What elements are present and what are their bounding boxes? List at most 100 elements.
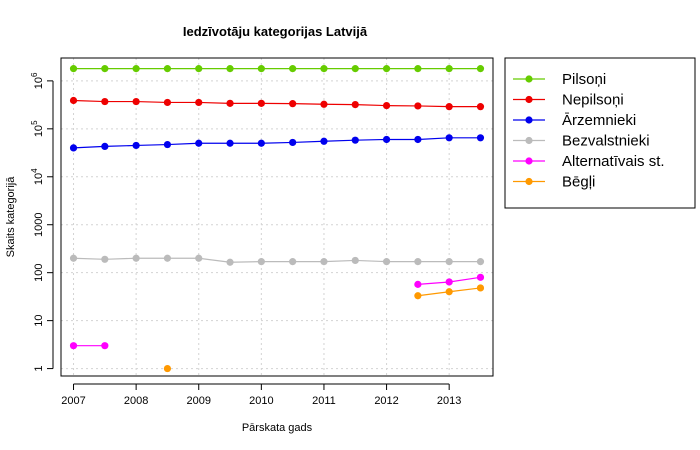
series-0-point-0-0: [69, 65, 78, 73]
legend-label-5: Bēgļi: [562, 174, 595, 191]
series-1-point-0-1: [101, 97, 109, 106]
series-3-line-0: [73, 257, 481, 263]
series-0-point-0-2: [132, 65, 140, 73]
series-5-point-1-0: [414, 292, 422, 300]
legend-marker-5: [525, 177, 533, 186]
series-2-point-0-13: [476, 134, 485, 142]
series-0-point-0-3: [163, 65, 172, 73]
legend: Pilsoņi Nepilsoņi Ārzemnieki Bezvalstnieki A…: [504, 57, 696, 209]
series-0-point-0-1: [101, 65, 109, 73]
plot-frame: [60, 57, 494, 377]
x-tick-label-0: 2007: [61, 395, 85, 407]
series-3-point-0-7: [289, 258, 297, 266]
series-0-point-0-6: [257, 65, 265, 73]
series-layer: [69, 65, 485, 373]
series-0-point-0-12: [445, 65, 453, 73]
series-3-point-0-0: [69, 254, 78, 262]
y-tick-label-5: 105: [30, 120, 45, 137]
y-tick-label-2: 100: [33, 263, 45, 281]
y-axis-label: Skaits kategorijā: [5, 176, 17, 258]
series-0-point-0-11: [414, 65, 422, 73]
series-0: [69, 65, 485, 73]
x-tick-label-4: 2011: [312, 395, 336, 407]
series-3: [69, 254, 485, 266]
series-3-point-0-8: [320, 258, 328, 266]
series-5: [163, 284, 485, 373]
series-1-point-0-13: [476, 103, 485, 111]
legend-marker-1: [525, 95, 533, 104]
y-tick-label-3: 1000: [33, 212, 45, 236]
series-2-point-0-1: [101, 142, 109, 151]
series-4-point-0-0: [69, 342, 78, 350]
series-5-point-1-2: [476, 284, 485, 292]
series-1-point-0-0: [69, 96, 78, 105]
legend-label-0: Pilsoņi: [562, 71, 606, 88]
series-2-point-0-8: [320, 137, 328, 145]
y-tick-label-0: 1: [33, 366, 45, 372]
legend-box: [504, 57, 696, 209]
series-3-point-0-10: [382, 258, 391, 266]
x-axis-label: Pārskata gads: [242, 422, 313, 434]
series-3-point-0-13: [476, 258, 485, 266]
series-2-point-0-5: [226, 139, 234, 147]
x-tick-label-6: 2013: [437, 395, 461, 407]
series-4: [69, 273, 485, 350]
series-3-point-0-2: [132, 254, 140, 262]
series-0-point-0-10: [382, 65, 391, 73]
series-1-point-0-12: [445, 103, 453, 111]
legend-marker-4: [525, 157, 533, 165]
series-3-point-0-6: [257, 258, 265, 266]
x-tick-label-3: 2010: [249, 395, 273, 407]
series-5-point-1-1: [445, 288, 453, 296]
chart-title: Iedzīvotāju kategorijas Latvijā: [183, 24, 368, 39]
y-tick-label-6: 106: [30, 72, 45, 89]
series-2-point-0-10: [382, 135, 391, 144]
series-4-point-1-1: [445, 278, 453, 286]
series-3-point-0-3: [163, 254, 172, 262]
series-4-point-1-0: [414, 280, 422, 288]
series-0-point-0-5: [226, 65, 234, 73]
y-tick-label-1: 10: [33, 314, 45, 326]
y-tick-label-4: 104: [30, 168, 45, 185]
series-5-point-0-0: [163, 364, 172, 373]
series-2-point-0-11: [414, 135, 422, 144]
series-0-point-0-4: [195, 65, 203, 73]
legend-marker-3: [525, 136, 533, 145]
series-1-point-0-3: [163, 98, 172, 107]
legend-marker-2: [525, 116, 533, 124]
series-1-point-0-5: [226, 99, 234, 107]
series-2-point-0-12: [445, 134, 453, 142]
series-1-point-0-6: [257, 99, 265, 107]
series-2-point-0-6: [257, 139, 265, 147]
series-3-point-0-9: [351, 256, 359, 265]
series-1-point-0-7: [289, 100, 297, 108]
series-3-point-0-11: [414, 258, 422, 266]
series-0-point-0-7: [289, 65, 297, 73]
series-2: [69, 134, 485, 152]
series-2-point-0-7: [289, 138, 297, 147]
series-4-point-0-1: [101, 342, 109, 350]
legend-label-3: Bezvalstnieki: [562, 133, 650, 150]
series-3-point-0-12: [445, 258, 453, 266]
series-2-point-0-9: [351, 136, 359, 144]
series-3-point-0-1: [101, 255, 109, 263]
series-2-point-0-0: [69, 144, 78, 152]
series-2-point-0-3: [163, 140, 172, 149]
series-1-point-0-9: [351, 101, 359, 109]
x-tick-label-5: 2012: [374, 395, 398, 407]
series-3-point-0-5: [226, 258, 234, 266]
legend-marker-0: [525, 75, 533, 83]
axes: 2007 2008 2009 2010 2011 2012 2013 1 10 100 1000 10…: [30, 72, 461, 407]
series-3-point-0-4: [195, 254, 203, 262]
series-1-line-0: [73, 99, 481, 108]
series-1-point-0-2: [132, 97, 140, 106]
series-4-point-1-2: [476, 273, 485, 281]
series-2-point-0-4: [195, 139, 203, 147]
series-1-point-0-8: [320, 100, 328, 108]
series-1-point-0-11: [414, 102, 422, 110]
x-tick-label-1: 2008: [124, 395, 148, 407]
series-2-point-0-2: [132, 141, 140, 150]
series-0-point-0-8: [320, 65, 328, 73]
legend-label-1: Nepilsoņi: [562, 92, 624, 109]
